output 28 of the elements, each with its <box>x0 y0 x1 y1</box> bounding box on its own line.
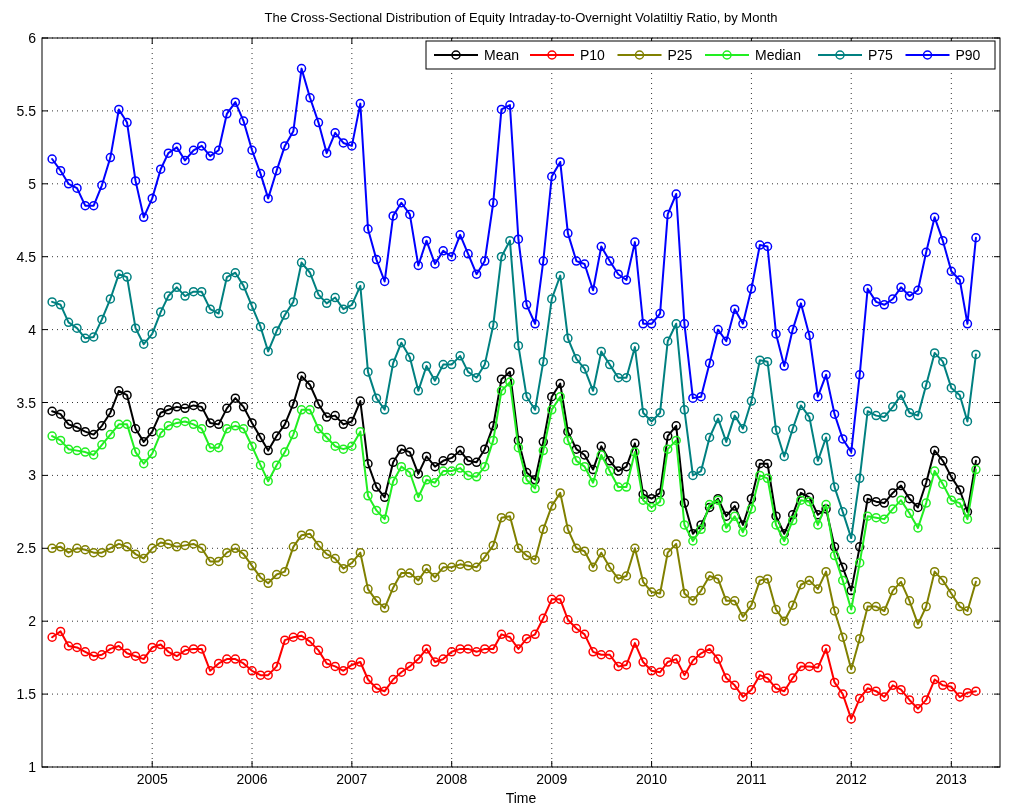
x-tick-label: 2012 <box>835 771 868 787</box>
x-tick-label: 2006 <box>236 771 268 787</box>
legend-label: P90 <box>955 47 981 63</box>
x-tick-label: 2011 <box>736 771 767 787</box>
y-tick-label: 6 <box>28 30 37 46</box>
legend-label: P75 <box>868 47 894 63</box>
y-tick-label: 3 <box>28 467 37 484</box>
legend-label: P25 <box>667 47 693 63</box>
y-tick-label: 5 <box>28 175 37 192</box>
x-tick-label: 2007 <box>336 771 368 787</box>
y-tick-label: 3.5 <box>16 394 37 411</box>
legend-label: Mean <box>484 47 520 63</box>
y-tick-label: 1 <box>28 759 37 775</box>
x-axis-title: Time <box>505 790 537 806</box>
y-tick-label: 4 <box>28 321 37 338</box>
y-tick-label: 4.5 <box>16 248 37 265</box>
chart-title: The Cross-Sectional Distribution of Equity Intraday-to-Overnight Volatiltiy Ratio, by Month <box>264 10 778 25</box>
legend-label: P10 <box>580 47 606 63</box>
x-tick-label: 2009 <box>536 771 568 787</box>
x-tick-label: 2005 <box>136 771 168 787</box>
y-tick-label: 2 <box>28 613 37 630</box>
y-tick-label: 5.5 <box>16 102 37 119</box>
y-tick-label: 2.5 <box>16 540 37 557</box>
y-tick-label: 1.5 <box>16 686 37 703</box>
x-tick-label: 2008 <box>436 771 468 787</box>
x-tick-label: 2010 <box>636 771 668 787</box>
legend-label: Median <box>755 47 801 63</box>
x-tick-label: 2013 <box>935 771 968 787</box>
